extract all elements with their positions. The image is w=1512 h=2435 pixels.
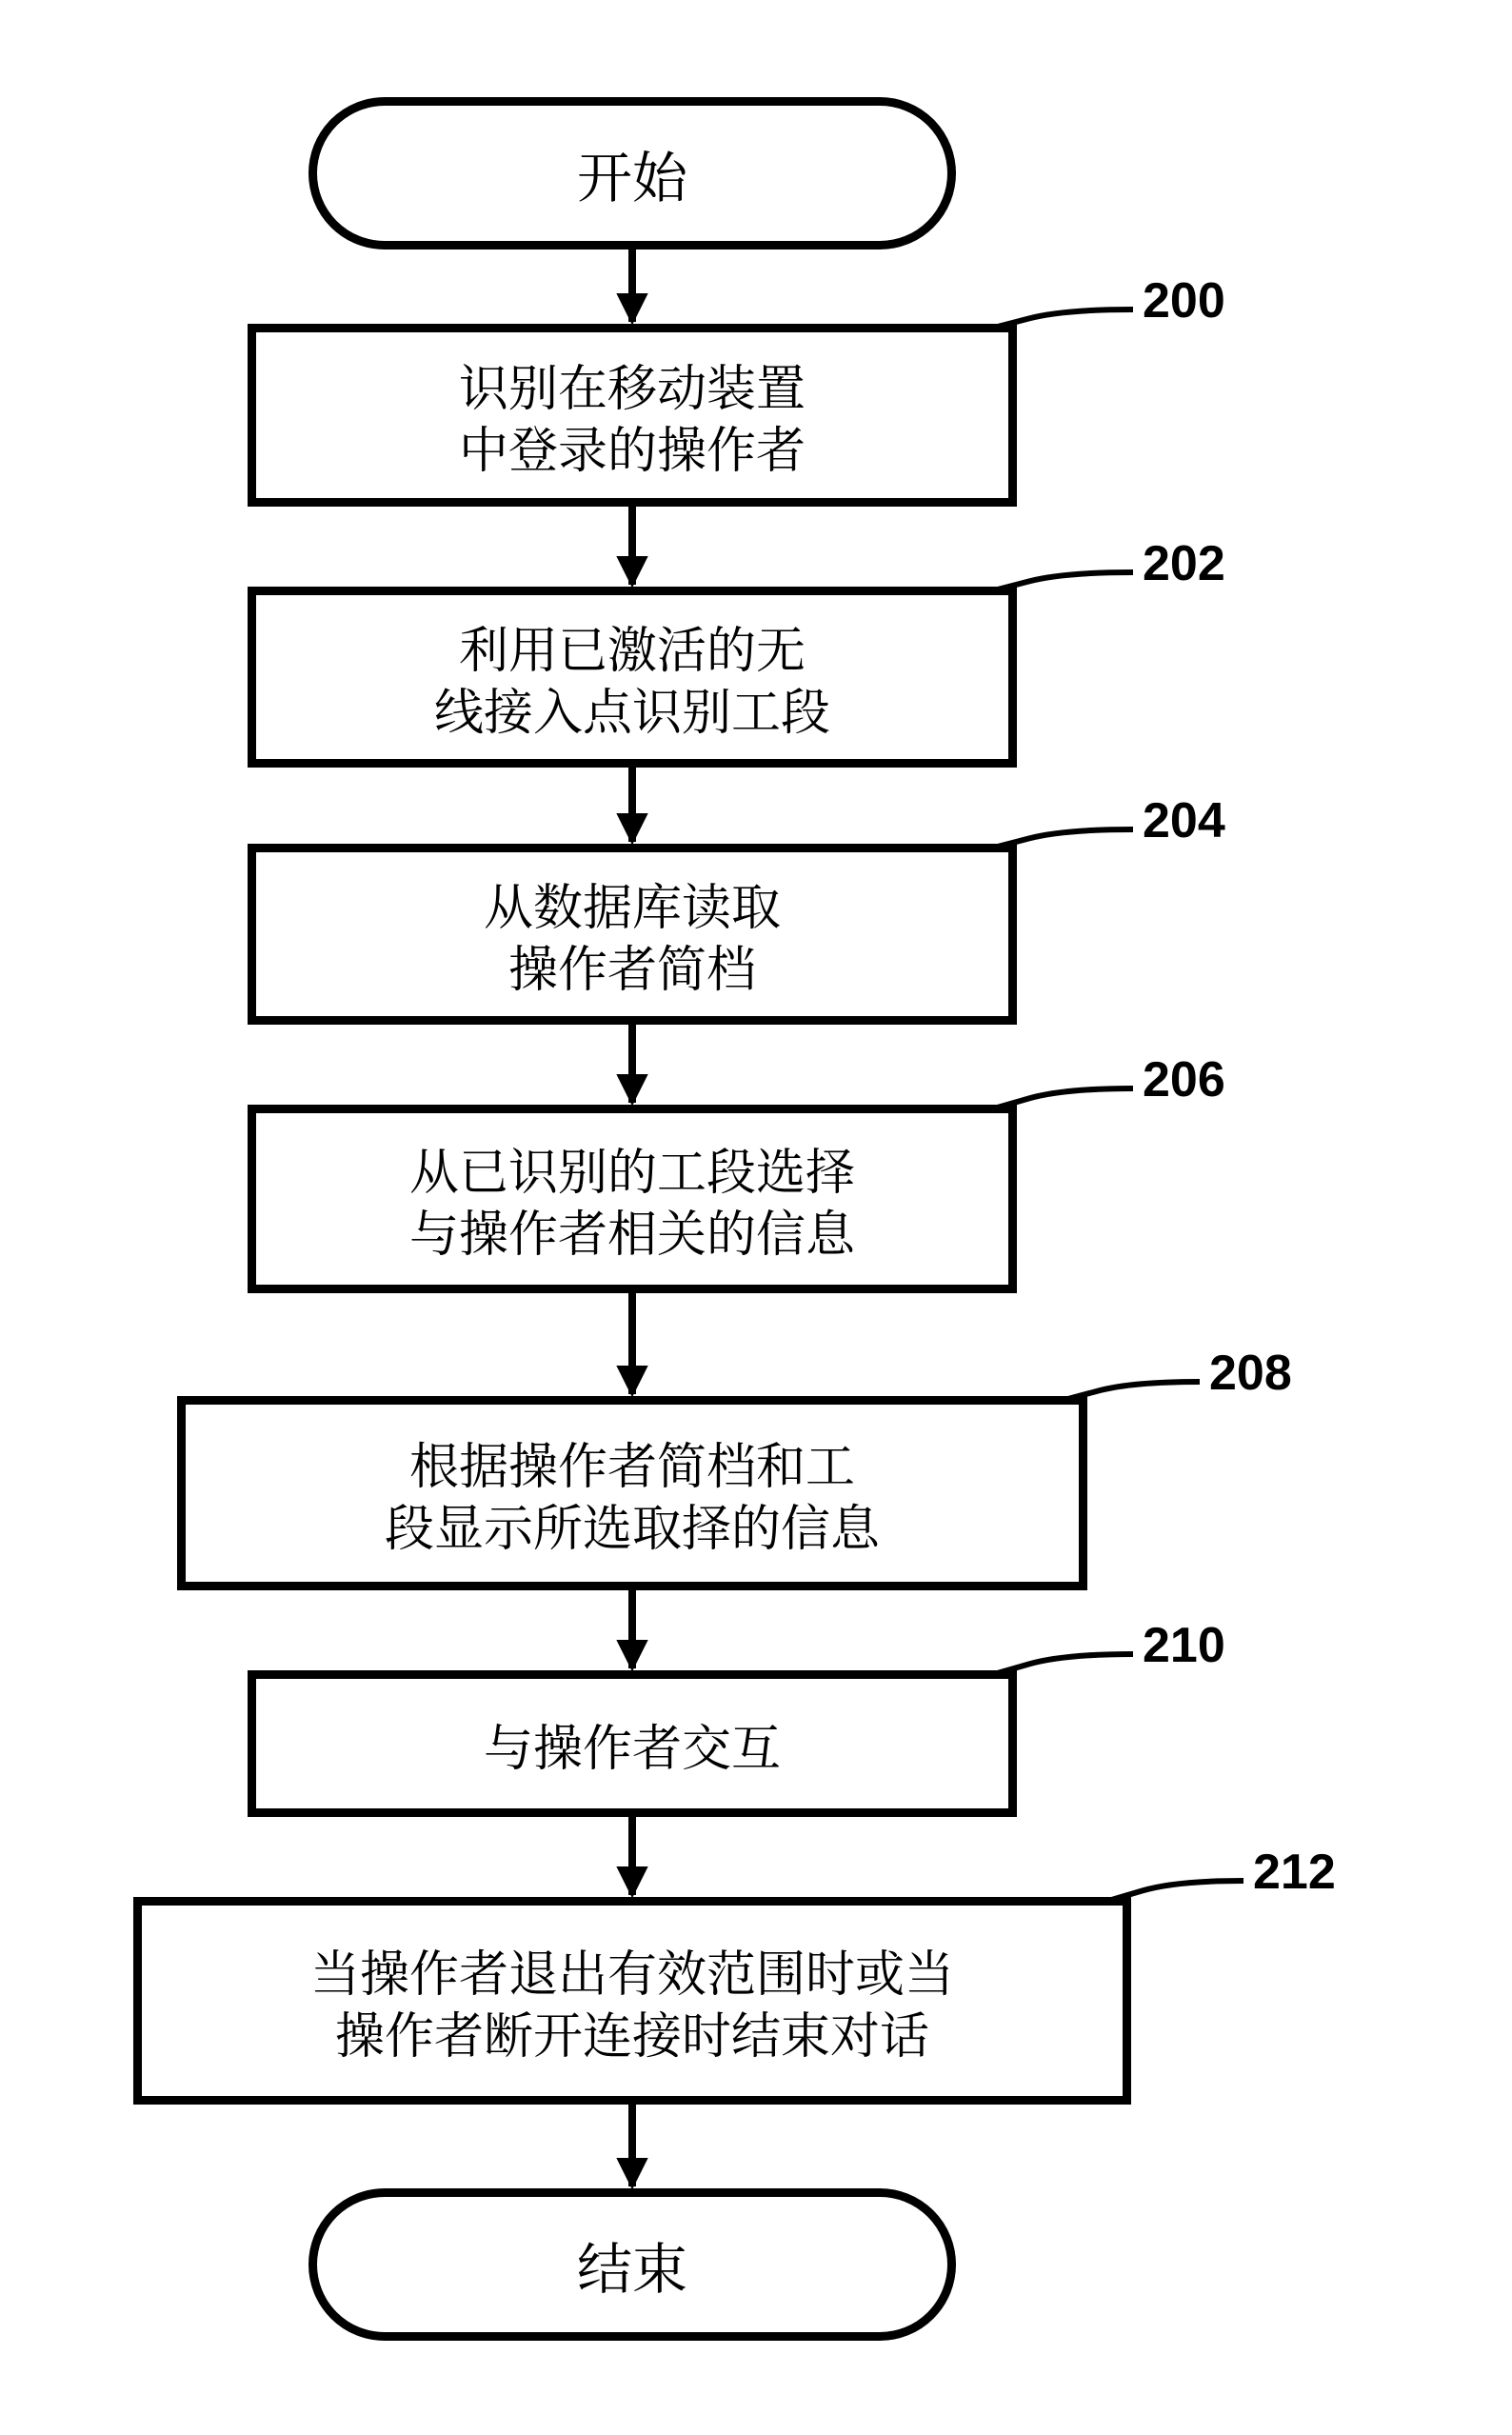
node-text: 与操作者交互 — [472, 1713, 792, 1775]
node-n204: 从数据库读取 操作者简档 — [248, 844, 1017, 1025]
node-text: 开始 — [566, 139, 699, 209]
node-text: 从数据库读取 操作者简档 — [472, 872, 792, 996]
node-n206: 从已识别的工段选择 与操作者相关的信息 — [248, 1105, 1017, 1293]
node-text: 根据操作者简档和工 段显示所选取择的信息 — [373, 1431, 891, 1555]
flowchart-canvas: 开始识别在移动装置 中登录的操作者 200 利用已激活的无 线接入点识别工段 202 从… — [0, 0, 1512, 2435]
node-text: 结束 — [566, 2230, 699, 2300]
node-text: 识别在移动装置 中登录的操作者 — [448, 353, 817, 477]
ref-label-200: 200 — [1143, 272, 1225, 329]
node-start: 开始 — [308, 97, 956, 249]
node-end: 结束 — [308, 2188, 956, 2341]
node-n208: 根据操作者简档和工 段显示所选取择的信息 — [177, 1396, 1087, 1590]
ref-label-210: 210 — [1143, 1617, 1225, 1674]
node-text: 从已识别的工段选择 与操作者相关的信息 — [398, 1137, 866, 1261]
ref-label-208: 208 — [1209, 1345, 1292, 1402]
ref-label-206: 206 — [1143, 1051, 1225, 1108]
ref-label-212: 212 — [1253, 1844, 1336, 1901]
node-n202: 利用已激活的无 线接入点识别工段 — [248, 587, 1017, 768]
ref-label-204: 204 — [1143, 792, 1225, 849]
node-n210: 与操作者交互 — [248, 1670, 1017, 1817]
node-text: 当操作者退出有效范围时或当 操作者断开连接时结束对话 — [299, 1939, 965, 2063]
ref-label-202: 202 — [1143, 535, 1225, 592]
node-n200: 识别在移动装置 中登录的操作者 — [248, 324, 1017, 507]
node-text: 利用已激活的无 线接入点识别工段 — [423, 615, 842, 739]
node-n212: 当操作者退出有效范围时或当 操作者断开连接时结束对话 — [133, 1897, 1131, 2105]
